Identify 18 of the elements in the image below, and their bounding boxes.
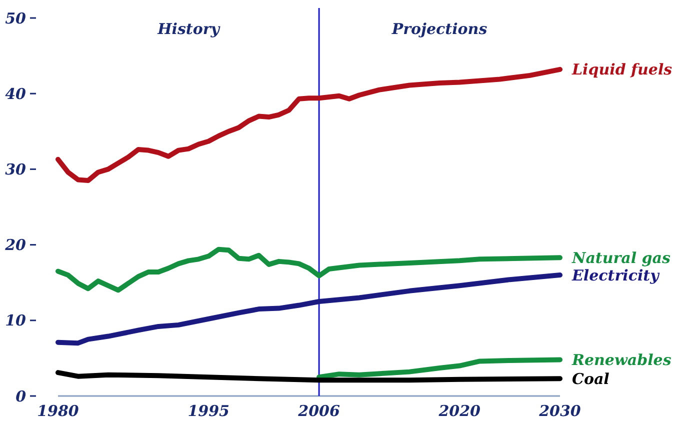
series-label: Coal: [572, 370, 610, 388]
series-label: Electricity: [571, 266, 660, 284]
series-label: Liquid fuels: [571, 60, 673, 79]
y-tick-label: 10: [5, 312, 27, 330]
x-tick-label: 2030: [538, 402, 582, 420]
annotation: History: [156, 20, 221, 38]
y-tick-label: 50: [5, 9, 27, 28]
series-label: Renewables: [571, 350, 672, 369]
x-tick-label: 2006: [297, 402, 340, 420]
x-tick-label: 2020: [438, 402, 482, 420]
y-tick-label: 30: [5, 160, 27, 178]
annotation: Projections: [390, 20, 488, 38]
y-tick-label: 20: [4, 236, 27, 254]
series-label: Natural gas: [571, 248, 672, 267]
y-tick-label: 40: [5, 84, 27, 103]
y-tick-label: 0: [16, 387, 27, 406]
x-tick-label: 1995: [188, 402, 230, 420]
x-tick-label: 1980: [37, 402, 80, 420]
